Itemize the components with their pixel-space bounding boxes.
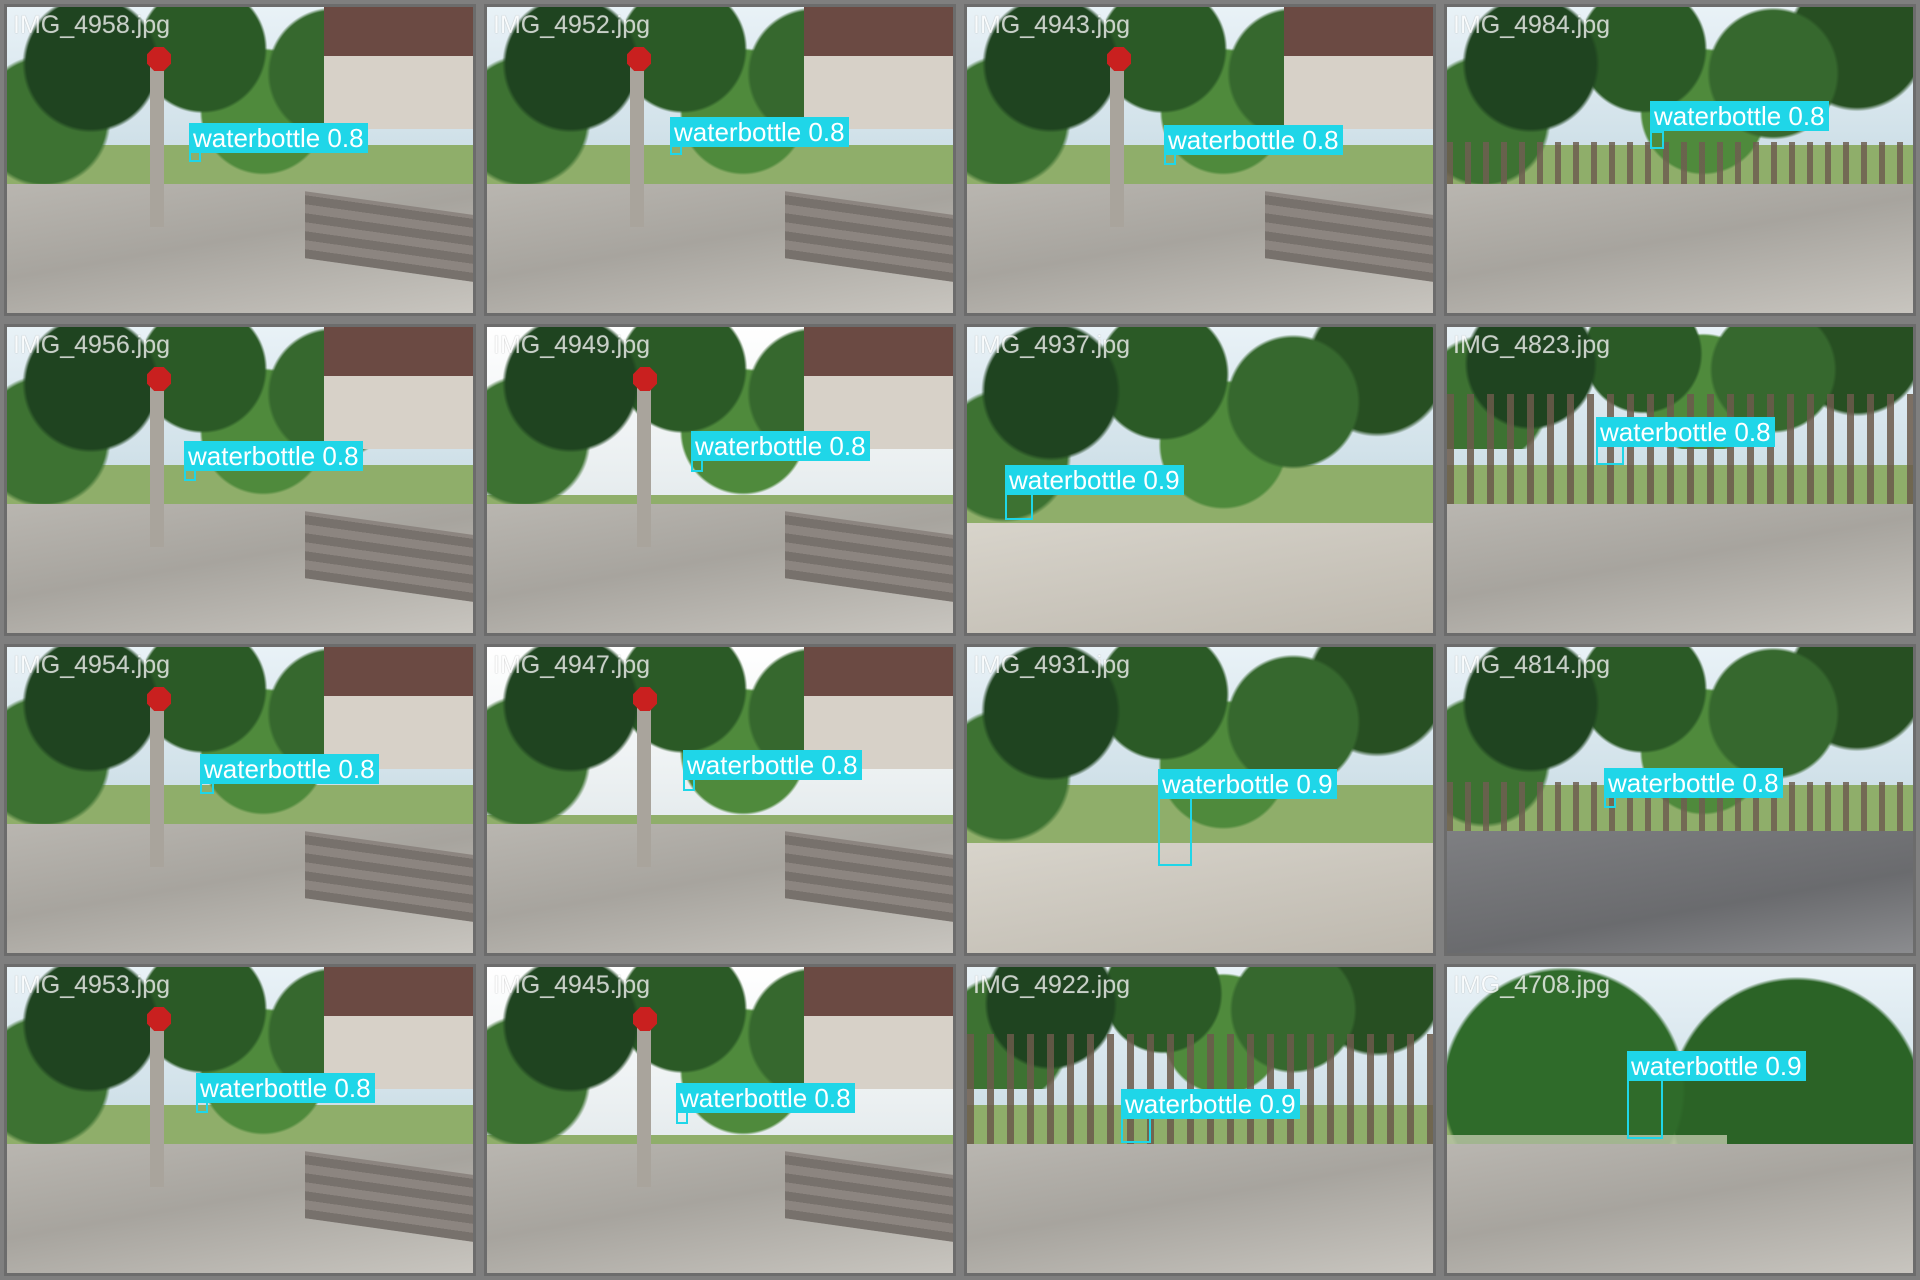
result-tile: IMG_4949.jpg waterbottle 0.8 — [484, 324, 956, 636]
image-filename: IMG_4953.jpg — [13, 971, 170, 1000]
photo — [1447, 7, 1913, 313]
detection-box — [1005, 492, 1033, 520]
photo — [7, 967, 473, 1273]
detection-label: waterbottle 0.8 — [1596, 417, 1775, 447]
photo-house — [324, 327, 473, 449]
photo — [487, 647, 953, 953]
photo-house — [324, 647, 473, 769]
result-tile: IMG_4954.jpg waterbottle 0.8 — [4, 644, 476, 956]
detection-label: waterbottle 0.8 — [691, 431, 870, 461]
photo — [487, 7, 953, 313]
detection-label: waterbottle 0.8 — [1164, 125, 1343, 155]
image-filename: IMG_4956.jpg — [13, 331, 170, 360]
detection-label: waterbottle 0.9 — [1005, 465, 1184, 495]
detection-label: waterbottle 0.8 — [1604, 768, 1783, 798]
detection-box — [1650, 131, 1664, 149]
photo-house — [804, 7, 953, 129]
sign-pole — [637, 1027, 651, 1187]
photo — [487, 327, 953, 633]
result-tile: IMG_4956.jpg waterbottle 0.8 — [4, 324, 476, 636]
detection-label: waterbottle 0.8 — [196, 1073, 375, 1103]
photo — [7, 7, 473, 313]
result-tile: IMG_4953.jpg waterbottle 0.8 — [4, 964, 476, 1276]
sign-pole — [150, 67, 164, 227]
photo — [1447, 647, 1913, 953]
photo-house — [804, 967, 953, 1089]
detection-label: waterbottle 0.8 — [189, 123, 368, 153]
photo-house — [324, 967, 473, 1089]
detection-box — [1121, 1115, 1151, 1143]
image-filename: IMG_4823.jpg — [1453, 331, 1610, 360]
detection-label: waterbottle 0.9 — [1627, 1051, 1806, 1081]
sign-pole — [630, 67, 644, 227]
photo-ground — [1447, 184, 1913, 313]
detection-label: waterbottle 0.8 — [1650, 101, 1829, 131]
image-filename: IMG_4952.jpg — [493, 11, 650, 40]
result-tile: IMG_4952.jpg waterbottle 0.8 — [484, 4, 956, 316]
result-tile: IMG_4958.jpg waterbottle 0.8 — [4, 4, 476, 316]
photo — [967, 7, 1433, 313]
detection-label: waterbottle 0.9 — [1158, 769, 1337, 799]
detection-label: waterbottle 0.8 — [670, 117, 849, 147]
result-tile: IMG_4947.jpg waterbottle 0.8 — [484, 644, 956, 956]
result-tile: IMG_4937.jpg waterbottle 0.9 — [964, 324, 1436, 636]
image-filename: IMG_4958.jpg — [13, 11, 170, 40]
detection-box — [1627, 1079, 1663, 1139]
result-tile: IMG_4823.jpg waterbottle 0.8 — [1444, 324, 1916, 636]
sign-pole — [150, 387, 164, 547]
photo — [7, 327, 473, 633]
photo-ground — [967, 1144, 1433, 1273]
photo-ground — [1447, 504, 1913, 633]
result-tile: IMG_4814.jpg waterbottle 0.8 — [1444, 644, 1916, 956]
photo-house — [1284, 7, 1433, 129]
result-tile: IMG_4931.jpg waterbottle 0.9 — [964, 644, 1436, 956]
image-filename: IMG_4954.jpg — [13, 651, 170, 680]
result-tile: IMG_4943.jpg waterbottle 0.8 — [964, 4, 1436, 316]
result-tile: IMG_4708.jpg waterbottle 0.9 — [1444, 964, 1916, 1276]
detection-label: waterbottle 0.8 — [683, 750, 862, 780]
image-filename: IMG_4943.jpg — [973, 11, 1130, 40]
photo — [487, 967, 953, 1273]
sign-pole — [150, 1027, 164, 1187]
photo-ground — [967, 843, 1433, 953]
image-filename: IMG_4931.jpg — [973, 651, 1130, 680]
sign-pole — [150, 707, 164, 867]
detection-box — [1158, 796, 1192, 866]
photo — [1447, 327, 1913, 633]
image-filename: IMG_4814.jpg — [1453, 651, 1610, 680]
image-filename: IMG_4922.jpg — [973, 971, 1130, 1000]
photo — [7, 647, 473, 953]
photo — [1447, 967, 1913, 1273]
detection-label: waterbottle 0.9 — [1121, 1089, 1300, 1119]
stop-sign — [147, 367, 171, 391]
photo — [967, 647, 1433, 953]
result-tile: IMG_4922.jpg waterbottle 0.9 — [964, 964, 1436, 1276]
detection-label: waterbottle 0.8 — [676, 1083, 855, 1113]
sign-pole — [1110, 67, 1124, 227]
photo — [967, 967, 1433, 1273]
detection-label: waterbottle 0.8 — [200, 754, 379, 784]
image-filename: IMG_4945.jpg — [493, 971, 650, 1000]
image-filename: IMG_4947.jpg — [493, 651, 650, 680]
result-tile: IMG_4945.jpg waterbottle 0.8 — [484, 964, 956, 1276]
image-filename: IMG_4949.jpg — [493, 331, 650, 360]
result-tile: IMG_4984.jpg waterbottle 0.8 — [1444, 4, 1916, 316]
image-filename: IMG_4708.jpg — [1453, 971, 1610, 1000]
image-filename: IMG_4937.jpg — [973, 331, 1130, 360]
photo-ground — [1447, 1144, 1913, 1273]
photo-ground — [1447, 831, 1913, 953]
stop-sign — [147, 47, 171, 71]
detection-label: waterbottle 0.8 — [184, 441, 363, 471]
sign-pole — [637, 707, 651, 867]
image-filename: IMG_4984.jpg — [1453, 11, 1610, 40]
sign-pole — [637, 387, 651, 547]
photo-fence — [1447, 394, 1913, 516]
photo-ground — [967, 523, 1433, 633]
photo-house — [324, 7, 473, 129]
